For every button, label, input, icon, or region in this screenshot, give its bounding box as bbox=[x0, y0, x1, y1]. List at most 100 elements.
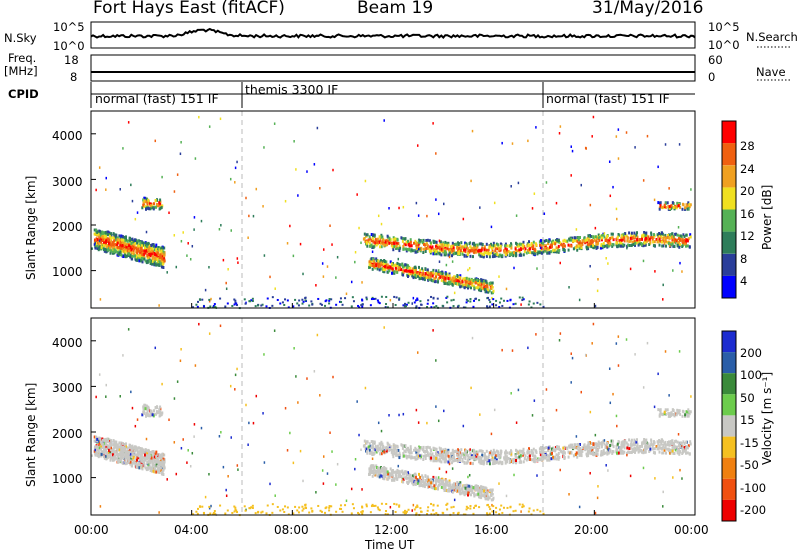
velocity-cell bbox=[612, 445, 615, 449]
power-cell bbox=[372, 259, 375, 263]
velocity-cell bbox=[546, 453, 549, 457]
power-cell bbox=[234, 166, 237, 170]
power-cell bbox=[96, 244, 99, 248]
power-cell bbox=[374, 297, 377, 300]
power-cell bbox=[94, 241, 96, 245]
power-cell bbox=[414, 273, 417, 277]
power-cell bbox=[119, 188, 121, 191]
velocity-cell bbox=[95, 449, 98, 453]
power-cell bbox=[373, 261, 376, 265]
velocity-cell bbox=[448, 456, 451, 460]
power-cell bbox=[549, 245, 551, 249]
power-cell bbox=[397, 247, 400, 251]
power-cell bbox=[233, 298, 236, 301]
power-cell bbox=[414, 265, 417, 269]
velocity-cell bbox=[141, 448, 144, 452]
power-cell bbox=[386, 234, 389, 238]
power-cell bbox=[475, 250, 478, 254]
power-cell bbox=[106, 248, 109, 252]
velocity-cell bbox=[380, 440, 383, 444]
velocity-cell bbox=[403, 471, 406, 475]
power-cell bbox=[402, 205, 405, 209]
power-cell bbox=[685, 244, 687, 248]
velocity-cell bbox=[111, 457, 114, 460]
power-cell bbox=[127, 247, 130, 250]
power-cell bbox=[505, 248, 508, 252]
velocity-cell bbox=[664, 440, 667, 444]
velocity-cell bbox=[483, 452, 486, 456]
velocity-cell bbox=[441, 455, 444, 459]
velocity-cell bbox=[557, 456, 560, 460]
velocity-cell bbox=[392, 445, 395, 449]
power-cell bbox=[180, 140, 182, 144]
power-cell bbox=[445, 272, 448, 276]
power-cell bbox=[142, 249, 144, 253]
power-cell bbox=[412, 268, 415, 272]
power-cell bbox=[685, 239, 688, 243]
velocity-cell bbox=[130, 445, 133, 449]
power-cell bbox=[157, 246, 160, 249]
power-cell bbox=[393, 242, 396, 245]
power-cell bbox=[194, 157, 197, 160]
velocity-cell bbox=[478, 456, 481, 460]
power-cell bbox=[485, 280, 488, 284]
velocity-cell bbox=[156, 458, 159, 462]
power-cell bbox=[431, 272, 434, 276]
power-cell bbox=[585, 245, 588, 249]
power-cell bbox=[306, 170, 308, 173]
power-cell bbox=[442, 280, 445, 284]
velocity-cell bbox=[380, 442, 382, 446]
velocity-cell bbox=[476, 452, 479, 456]
power-cell bbox=[443, 202, 445, 206]
velocity-cell bbox=[122, 446, 125, 450]
power-cell bbox=[545, 239, 548, 242]
power-cell bbox=[435, 272, 438, 276]
power-cell bbox=[118, 241, 121, 245]
power-cell bbox=[453, 249, 456, 253]
power-cell bbox=[420, 303, 423, 306]
velocity-cell bbox=[539, 446, 542, 450]
velocity-cell bbox=[463, 453, 466, 457]
velocity-cell bbox=[586, 445, 588, 449]
velocity-cell bbox=[634, 448, 637, 452]
power-cell bbox=[152, 244, 155, 248]
velocity-cell bbox=[499, 449, 502, 453]
power-cell bbox=[160, 206, 163, 210]
velocity-cell bbox=[108, 441, 111, 445]
velocity-cell bbox=[490, 458, 493, 462]
velocity-cell bbox=[497, 461, 500, 465]
velocity-cell bbox=[562, 446, 565, 450]
power-cell bbox=[518, 296, 521, 299]
power-cell bbox=[208, 125, 211, 128]
power-cell bbox=[546, 246, 549, 250]
power-cell bbox=[404, 263, 407, 267]
power-cell bbox=[179, 152, 182, 156]
power-cell bbox=[611, 243, 614, 246]
power-cell bbox=[366, 244, 369, 248]
velocity-cell bbox=[453, 458, 456, 462]
power-cell bbox=[154, 253, 157, 257]
power-cb-tick-24: 24 bbox=[740, 162, 755, 176]
power-cell bbox=[96, 247, 99, 250]
power-cell bbox=[344, 297, 347, 300]
velocity-cell bbox=[504, 451, 506, 455]
power-cell bbox=[512, 303, 515, 306]
power-cell bbox=[225, 287, 228, 291]
velocity-cell bbox=[469, 452, 472, 456]
power-cell bbox=[149, 202, 152, 206]
power-cell bbox=[159, 202, 162, 206]
velocity-cell bbox=[114, 444, 117, 448]
power-cell bbox=[587, 234, 590, 238]
power-cell bbox=[125, 235, 127, 239]
velocity-cell bbox=[459, 489, 462, 493]
power-cell bbox=[679, 243, 682, 247]
power-cell bbox=[685, 205, 688, 209]
power-ytick-4000: 4000 bbox=[52, 129, 83, 143]
power-cell bbox=[441, 272, 444, 276]
power-cell bbox=[370, 298, 373, 301]
power-cell bbox=[431, 274, 434, 278]
velocity-cell bbox=[439, 447, 442, 451]
power-cell bbox=[435, 198, 437, 201]
velocity-cell bbox=[458, 459, 461, 463]
power-cell bbox=[490, 286, 493, 290]
